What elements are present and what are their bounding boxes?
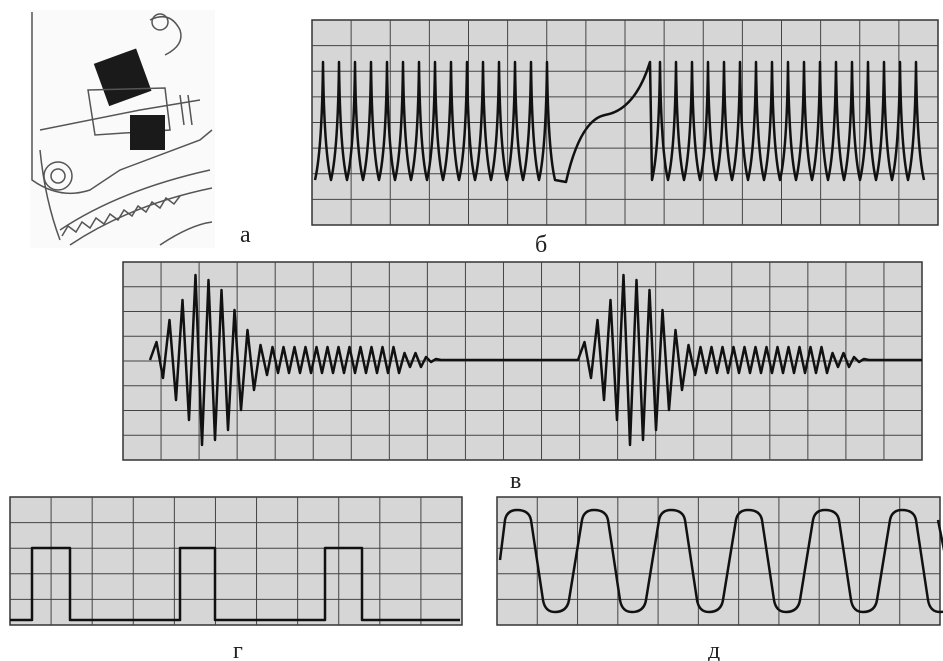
waveform — [313, 60, 926, 184]
panel-label: а — [240, 222, 251, 248]
scope-screen — [496, 496, 941, 626]
panel-label: г — [233, 638, 243, 661]
waveform — [498, 508, 943, 614]
scope-screen — [9, 496, 463, 626]
panel-label: б — [535, 232, 547, 258]
waveform — [148, 273, 922, 447]
waveform — [10, 546, 460, 622]
panel-label: в — [510, 468, 521, 494]
screen-background — [496, 496, 941, 626]
sensor-drawing — [30, 10, 215, 248]
panel-label: д — [708, 638, 720, 661]
screen-background — [9, 496, 463, 626]
